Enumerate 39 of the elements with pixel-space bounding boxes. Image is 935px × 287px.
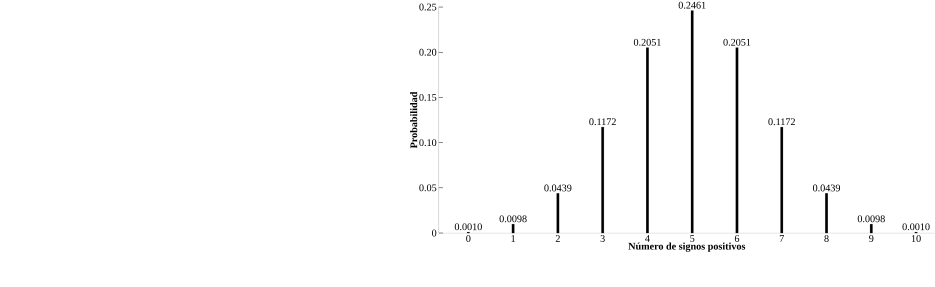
y-tick-label: 0.10: [419, 139, 436, 146]
y-tick-label: 0.05: [419, 184, 436, 192]
x-tick-label: 8: [824, 235, 829, 242]
data-label: 0.0439: [544, 184, 572, 192]
data-label: 0.0098: [500, 215, 527, 222]
x-tick-label: 7: [780, 235, 784, 242]
bar: [780, 126, 784, 234]
bar: [825, 193, 828, 234]
data-label: 0.2051: [723, 38, 750, 46]
x-axis-title: Número de signos positivos: [628, 242, 746, 252]
x-tick-label: 1: [511, 235, 516, 242]
data-label: 0.1172: [768, 118, 795, 126]
data-label: 0.0010: [454, 223, 482, 230]
bar: [690, 10, 694, 234]
data-label: 0.0010: [902, 223, 930, 230]
bar: [512, 224, 514, 234]
bar: [870, 224, 873, 234]
y-tick-label: 0.15: [419, 94, 436, 101]
bar: [556, 193, 560, 234]
bar: [646, 47, 649, 234]
data-label: 0.1172: [589, 118, 616, 126]
data-label: 0.0098: [858, 215, 885, 222]
y-tick-label: 0.20: [419, 48, 436, 56]
data-label: 0.2461: [678, 2, 706, 9]
x-tick-label: 9: [869, 235, 874, 242]
x-tick-label: 4: [645, 235, 650, 242]
y-axis-title: Probabilidad: [410, 92, 418, 148]
x-tick-label: 5: [690, 235, 694, 242]
x-tick-label: 10: [912, 235, 921, 242]
data-label: 0.2051: [634, 38, 661, 46]
x-tick-label: 2: [556, 235, 560, 242]
x-tick-label: 0: [466, 235, 470, 242]
y-tick-label: 0.25: [419, 3, 436, 10]
data-label: 0.0439: [812, 184, 840, 192]
x-tick-label: 6: [734, 235, 740, 242]
bar: [736, 47, 738, 234]
bar: [601, 126, 604, 234]
y-tick-label: 0: [432, 229, 436, 236]
x-tick-label: 3: [600, 235, 605, 242]
